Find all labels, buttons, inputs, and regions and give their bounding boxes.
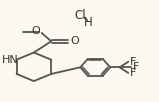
Text: O: O	[70, 36, 79, 46]
Text: HN: HN	[2, 55, 19, 65]
Text: F: F	[130, 68, 137, 78]
Text: F: F	[130, 57, 137, 67]
Text: H: H	[84, 16, 93, 29]
Text: O: O	[31, 26, 40, 36]
Text: F: F	[133, 62, 139, 72]
Text: Cl: Cl	[74, 9, 86, 22]
